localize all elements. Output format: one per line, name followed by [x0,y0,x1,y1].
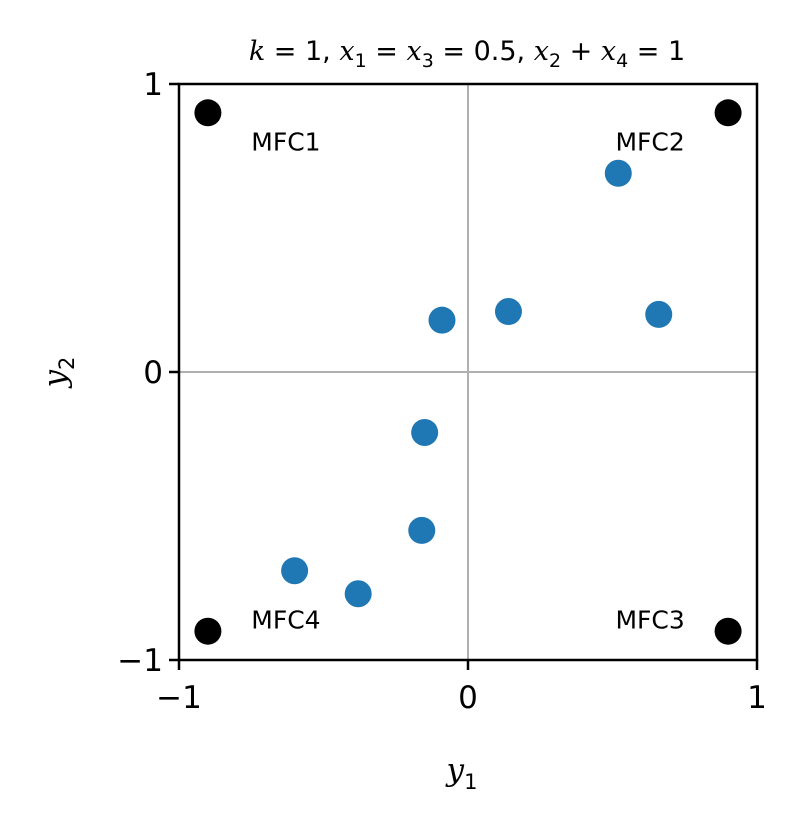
data-point [411,418,439,446]
y-axis-label: y2 [37,357,79,390]
annotation-mfc3: MFC3 [615,606,684,635]
x-tick-label: 1 [747,680,767,716]
gridlines [179,84,757,660]
data-point [494,298,522,326]
data-point [645,300,673,328]
data-point [194,617,222,645]
axis-ticks: −1 0 1 −1 0 1 [117,67,767,716]
annotation-mfc2: MFC2 [615,128,684,157]
x-axis-label: y1 [445,752,478,794]
data-point [428,306,456,334]
data-point [714,99,742,127]
data-point [281,557,309,585]
annotations: MFC1 MFC2 MFC3 MFC4 [251,128,685,635]
x-tick-label: 0 [458,680,478,716]
y-tick-label: 1 [143,67,163,103]
annotation-mfc1: MFC1 [251,128,320,157]
data-points [194,99,742,645]
annotation-mfc4: MFC4 [251,606,320,635]
data-point [604,159,632,187]
y-tick-label: −1 [117,643,163,679]
chart-title: k = 1, x1 = x3 = 0.5, x2 + x4 = 1 [249,36,685,72]
y-tick-label: 0 [143,355,163,391]
data-point [344,580,372,608]
x-tick-label: −1 [156,680,202,716]
data-point [194,99,222,127]
data-point [408,516,436,544]
data-point [714,617,742,645]
